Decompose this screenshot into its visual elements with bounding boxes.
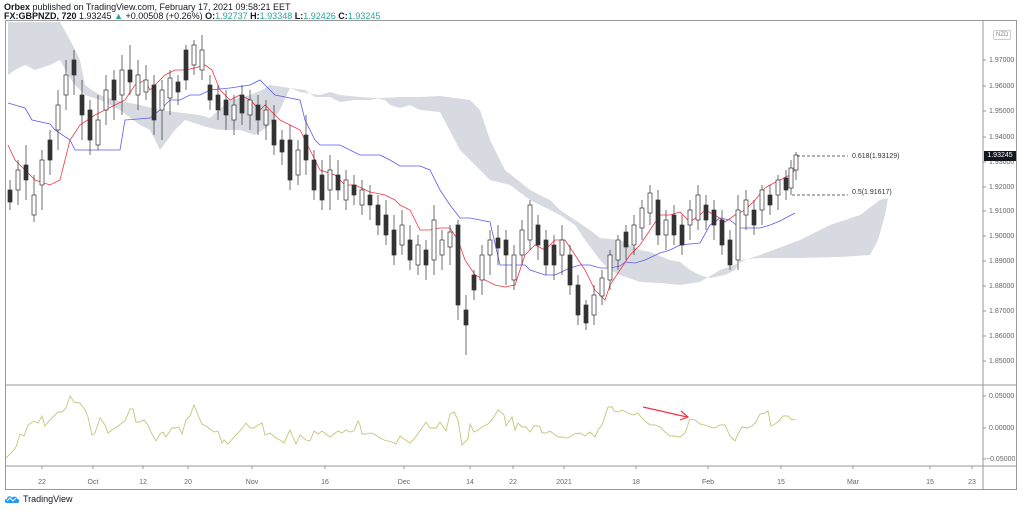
svg-text:2021: 2021 xyxy=(556,479,572,486)
tradingview-logo[interactable]: TradingView xyxy=(4,494,73,504)
tradingview-brand: TradingView xyxy=(23,494,73,504)
current-price-tag: 1.93245 xyxy=(984,151,1016,161)
svg-text:−0.05000: −0.05000 xyxy=(986,456,1015,463)
svg-text:22: 22 xyxy=(38,479,46,486)
currency-badge: NZD xyxy=(993,30,1012,40)
svg-text:15: 15 xyxy=(777,479,785,486)
publish-line: Orbex published on TradingView.com, Febr… xyxy=(4,2,291,12)
red-arrow-icon xyxy=(642,406,688,418)
svg-text:1.93000: 1.93000 xyxy=(989,159,1014,166)
fib-0618-label: 0.618(1.93129) xyxy=(852,153,899,160)
svg-text:14: 14 xyxy=(466,479,474,486)
chart-frame xyxy=(5,20,1017,490)
svg-text:1.90000: 1.90000 xyxy=(989,233,1014,240)
low-value: 1.92426 xyxy=(303,11,336,21)
symbol: FX:GBPNZD, 720 xyxy=(4,11,77,21)
open-label: O: xyxy=(205,11,216,21)
svg-text:Feb: Feb xyxy=(702,479,714,486)
svg-text:1.96000: 1.96000 xyxy=(989,83,1014,90)
up-arrow-icon: ▲ xyxy=(114,11,124,21)
ohlc-line: FX:GBPNZD, 720 1.93245 ▲ +0.00508 (+0.26… xyxy=(4,11,380,21)
svg-text:1.85000: 1.85000 xyxy=(989,358,1014,365)
svg-text:16: 16 xyxy=(321,479,329,486)
svg-text:0.00000: 0.00000 xyxy=(989,425,1014,432)
svg-text:1.91000: 1.91000 xyxy=(989,208,1014,215)
svg-text:1.87000: 1.87000 xyxy=(989,308,1014,315)
svg-text:1.88000: 1.88000 xyxy=(989,283,1014,290)
publisher: Orbex xyxy=(4,2,31,12)
svg-text:Nov: Nov xyxy=(246,479,259,486)
svg-text:15: 15 xyxy=(926,479,934,486)
svg-text:1.92000: 1.92000 xyxy=(989,184,1014,191)
close-value: 1.93245 xyxy=(347,11,381,21)
close-label: C: xyxy=(338,11,348,21)
svg-text:1.89000: 1.89000 xyxy=(989,258,1014,265)
published-text: published on TradingView.com, February 1… xyxy=(32,2,291,12)
tradingview-cloud-icon xyxy=(4,496,20,503)
svg-text:Mar: Mar xyxy=(847,479,860,486)
svg-text:1.86000: 1.86000 xyxy=(989,333,1014,340)
svg-text:20: 20 xyxy=(184,479,192,486)
oscillator-line xyxy=(5,394,797,459)
svg-text:Dec: Dec xyxy=(398,479,411,486)
svg-text:0.05000: 0.05000 xyxy=(989,393,1014,400)
low-label: L: xyxy=(294,11,304,21)
svg-text:12: 12 xyxy=(139,479,147,486)
svg-text:1.97000: 1.97000 xyxy=(989,57,1014,64)
svg-text:18: 18 xyxy=(632,479,640,486)
change: +0.00508 (+0.26%) xyxy=(125,11,203,21)
oscillator-axis: 0.05000 0.00000 −0.05000 xyxy=(983,393,1015,463)
svg-text:Oct: Oct xyxy=(88,479,99,486)
svg-text:1.95000: 1.95000 xyxy=(989,108,1014,115)
high-label: H: xyxy=(250,11,260,21)
high-value: 1.93348 xyxy=(259,11,293,21)
time-axis: 22 Oct 12 20 Nov 16 Dec 14 22 2021 18 Fe… xyxy=(38,466,976,486)
svg-text:1.94000: 1.94000 xyxy=(989,134,1014,141)
open-value: 1.92737 xyxy=(215,11,248,21)
candlesticks xyxy=(7,35,799,355)
last-price: 1.93245 xyxy=(79,11,112,21)
svg-text:22: 22 xyxy=(509,479,517,486)
price-axis: 1.97000 1.96000 1.95000 1.94000 1.93000 … xyxy=(983,57,1014,365)
svg-text:23: 23 xyxy=(968,479,976,486)
fib-05-label: 0.5(1.91617) xyxy=(852,189,892,196)
